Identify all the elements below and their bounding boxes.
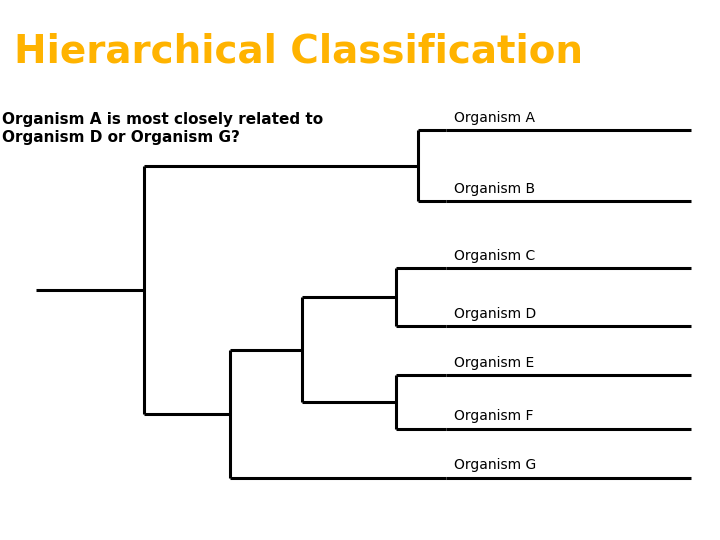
Text: Hierarchical Classification: Hierarchical Classification bbox=[14, 33, 583, 71]
Text: Organism C: Organism C bbox=[454, 249, 535, 263]
Text: Organism D: Organism D bbox=[454, 307, 536, 321]
Text: Organism F: Organism F bbox=[454, 409, 533, 423]
Text: Organism E: Organism E bbox=[454, 356, 534, 370]
Text: Organism A is most closely related to
Organism D or Organism G?: Organism A is most closely related to Or… bbox=[2, 112, 323, 145]
Text: Organism G: Organism G bbox=[454, 458, 536, 472]
Text: Organism B: Organism B bbox=[454, 182, 535, 196]
Text: Organism A: Organism A bbox=[454, 111, 534, 125]
